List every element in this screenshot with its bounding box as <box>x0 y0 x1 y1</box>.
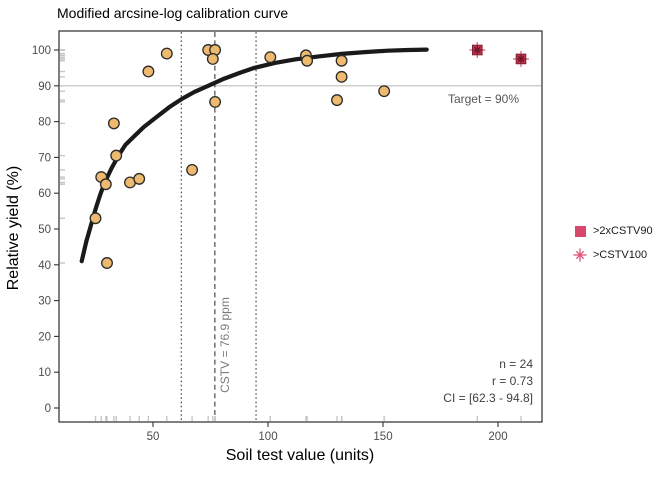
y-tick-label: 100 <box>32 45 51 57</box>
data-point <box>209 95 222 108</box>
y-tick-label: 90 <box>38 81 51 93</box>
data-point <box>160 47 173 60</box>
data-point <box>186 163 199 176</box>
data-point <box>378 85 391 98</box>
legend-entry-2xcstv90: >2xCSTV90 <box>570 219 653 243</box>
plot-title: Modified arcsine-log calibration curve <box>57 5 289 21</box>
y-tick-label: 60 <box>38 188 51 200</box>
target-annotation: Target = 90% <box>447 92 519 106</box>
x-tick-label: 150 <box>373 431 392 443</box>
data-point <box>99 178 112 191</box>
asterisk-inner <box>473 46 481 54</box>
data-point <box>301 54 314 67</box>
data-point <box>142 65 155 78</box>
y-tick-label: 30 <box>38 296 51 308</box>
y-tick-label: 70 <box>38 152 51 164</box>
data-point <box>335 70 348 83</box>
y-tick-label: 50 <box>38 224 51 236</box>
asterisk-inner <box>517 55 525 63</box>
legend-label: >2xCSTV90 <box>593 225 653 237</box>
stat-ci: CI = [62.3 - 94.8] <box>443 391 533 405</box>
y-tick-label: 0 <box>45 403 51 415</box>
legend: >2xCSTV90 >CSTV100 <box>570 219 653 267</box>
stat-n: n = 24 <box>499 357 533 371</box>
calibration-curve <box>79 47 429 264</box>
asterisk-spoke <box>575 250 585 260</box>
stat-r: r = 0.73 <box>491 374 533 388</box>
y-tick-label: 20 <box>38 331 51 343</box>
y-tick-label: 10 <box>38 367 51 379</box>
data-point <box>107 117 120 130</box>
legend-label: >CSTV100 <box>593 249 648 261</box>
data-point <box>133 172 146 185</box>
data-point <box>110 149 123 162</box>
asterisk-marker-icon <box>570 245 590 265</box>
data-point <box>101 257 113 269</box>
x-tick-label: 50 <box>147 431 160 443</box>
data-point <box>331 94 343 107</box>
data-point <box>335 54 348 67</box>
y-tick-label: 40 <box>38 260 51 272</box>
x-tick-label: 200 <box>488 431 507 443</box>
square-marker-icon <box>570 221 590 241</box>
cstv-annotation: CSTV = 76.9 ppm <box>218 297 232 393</box>
data-point <box>206 53 219 65</box>
stats-annotation: n = 24 r = 0.73 CI = [62.3 - 94.8] <box>443 356 533 407</box>
y-tick-label: 80 <box>38 117 51 129</box>
x-axis-label: Soil test value (units) <box>225 447 375 464</box>
panel-border <box>58 30 543 423</box>
data-point <box>89 212 102 225</box>
data-point <box>264 51 277 64</box>
legend-entry-cstv100: >CSTV100 <box>570 243 653 267</box>
x-tick-label: 100 <box>258 431 277 443</box>
